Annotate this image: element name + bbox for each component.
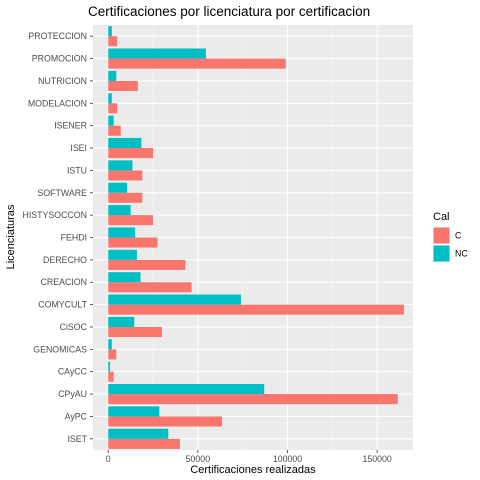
bar-nc-histysoccon (108, 205, 130, 215)
bar-c-nutricion (108, 81, 138, 91)
x-axis-label: Certificaciones realizadas (190, 464, 316, 476)
y-tick-label: CiSOC (60, 322, 88, 332)
y-tick-label: CREACION (41, 277, 87, 287)
bar-c-cisoc (108, 327, 162, 337)
x-tick-label: 0 (106, 454, 111, 464)
bar-nc-iset (108, 429, 168, 439)
y-tick-label: MODELACION (28, 98, 87, 108)
y-tick-label: NUTRICION (38, 76, 87, 86)
bar-c-fehdi (108, 238, 157, 248)
bar-c-aypc (108, 416, 222, 426)
legend-swatch-c (434, 228, 450, 244)
y-tick-label: CPyAU (58, 389, 87, 399)
bar-c-cpyau (108, 394, 398, 404)
bar-c-derecho (108, 260, 185, 270)
y-tick-label: ISENER (54, 121, 87, 131)
chart-title: Certificaciones por licenciatura por cer… (88, 4, 370, 19)
bar-nc-derecho (108, 250, 137, 260)
y-tick-label: COMYCULT (38, 300, 87, 310)
y-tick-label: ISTU (67, 165, 87, 175)
bar-c-histysoccon (108, 215, 153, 225)
bar-nc-genomicas (108, 339, 112, 349)
x-tick-label: 150000 (362, 454, 391, 464)
bar-nc-nutricion (108, 71, 116, 81)
legend-label-c: C (455, 231, 462, 241)
bar-c-isei (108, 148, 153, 158)
bar-c-promocion (108, 59, 285, 69)
bar-nc-isei (108, 138, 141, 148)
y-tick-label: PROTECCION (28, 31, 87, 41)
y-tick-label: DERECHO (43, 255, 87, 265)
y-axis-label: Licenciaturas (5, 204, 17, 269)
bar-nc-cpyau (108, 384, 264, 394)
bar-c-isener (108, 126, 121, 136)
y-tick-label: HISTYSOCCON (22, 210, 87, 220)
bar-c-istu (108, 170, 142, 180)
bar-nc-modelacion (108, 93, 112, 103)
y-tick-label: SOFTWARE (37, 188, 87, 198)
bar-c-genomicas (108, 349, 116, 359)
bar-nc-isener (108, 116, 113, 126)
legend-label-nc: NC (455, 249, 468, 259)
bar-c-creacion (108, 282, 191, 292)
bar-nc-fehdi (108, 227, 135, 237)
x-axis-ticks: 0 50000 100000 150000 (106, 450, 392, 464)
y-tick-label: GENOMICAS (33, 344, 87, 354)
bar-c-modelacion (108, 103, 117, 113)
bar-c-caycc (108, 372, 113, 382)
x-tick-label: 100000 (273, 454, 302, 464)
legend-swatch-nc (434, 246, 450, 262)
y-axis-ticks: PROTECCION PROMOCION NUTRICION MODELACION IS… (22, 31, 93, 444)
y-tick-label: PROMOCION (32, 54, 87, 64)
y-tick-label: ISET (67, 434, 87, 444)
bar-nc-promocion (108, 48, 206, 58)
bar-nc-creacion (108, 272, 140, 282)
bar-c-comycult (108, 305, 404, 315)
bar-nc-istu (108, 160, 132, 170)
bar-c-iset (108, 439, 180, 449)
bar-c-proteccion (108, 36, 117, 46)
bar-nc-caycc (108, 362, 110, 372)
y-tick-label: ISEI (70, 143, 87, 153)
bar-nc-cisoc (108, 317, 134, 327)
bar-c-software (108, 193, 142, 203)
legend-title: Cal (433, 211, 450, 223)
x-tick-label: 50000 (186, 454, 211, 464)
legend: Cal C NC (433, 211, 468, 262)
y-tick-label: CAyCC (58, 367, 88, 377)
y-tick-label: AyPC (65, 411, 88, 421)
bar-nc-comycult (108, 295, 241, 305)
bar-nc-proteccion (108, 26, 112, 36)
bar-nc-software (108, 183, 127, 193)
y-tick-label: FEHDI (61, 233, 87, 243)
bar-nc-aypc (108, 406, 159, 416)
